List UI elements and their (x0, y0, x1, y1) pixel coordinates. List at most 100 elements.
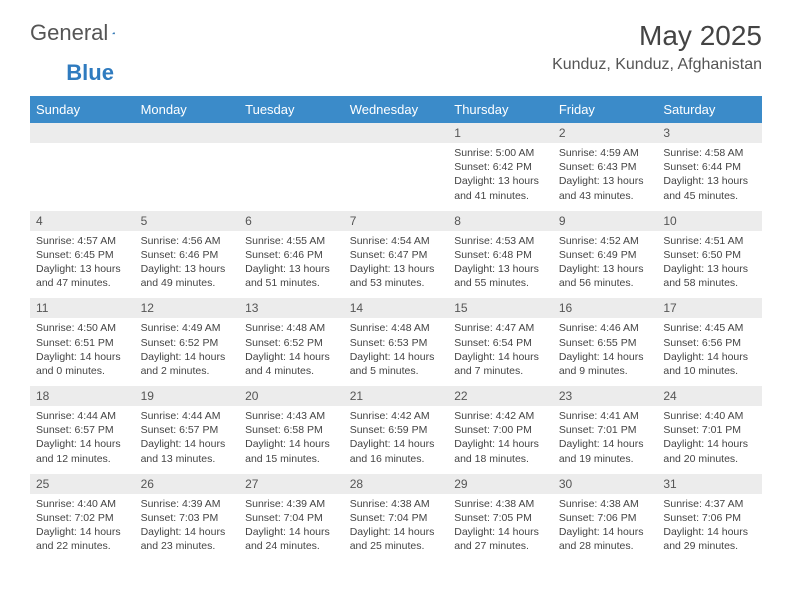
day-number-row: 25262728293031 (30, 474, 762, 494)
daylight-line: Daylight: 14 hours and 7 minutes. (454, 350, 547, 378)
day-number-cell: 23 (553, 386, 658, 406)
day-detail-cell: Sunrise: 4:59 AMSunset: 6:43 PMDaylight:… (553, 143, 658, 211)
sunset-line: Sunset: 7:06 PM (663, 511, 756, 525)
sunset-line: Sunset: 6:43 PM (559, 160, 652, 174)
day-detail-cell (344, 143, 449, 211)
daylight-line: Daylight: 14 hours and 15 minutes. (245, 437, 338, 465)
sunset-line: Sunset: 7:01 PM (559, 423, 652, 437)
day-number-cell: 1 (448, 123, 553, 143)
sunset-line: Sunset: 7:02 PM (36, 511, 129, 525)
sunset-line: Sunset: 6:54 PM (454, 336, 547, 350)
day-detail-row: Sunrise: 4:40 AMSunset: 7:02 PMDaylight:… (30, 494, 762, 562)
day-detail-cell: Sunrise: 4:45 AMSunset: 6:56 PMDaylight:… (657, 318, 762, 386)
day-number-cell: 9 (553, 211, 658, 231)
day-detail-cell: Sunrise: 4:47 AMSunset: 6:54 PMDaylight:… (448, 318, 553, 386)
sunset-line: Sunset: 6:52 PM (245, 336, 338, 350)
day-detail-cell: Sunrise: 4:51 AMSunset: 6:50 PMDaylight:… (657, 231, 762, 299)
day-detail-cell: Sunrise: 4:48 AMSunset: 6:52 PMDaylight:… (239, 318, 344, 386)
day-number-cell: 3 (657, 123, 762, 143)
sunset-line: Sunset: 7:01 PM (663, 423, 756, 437)
sunset-line: Sunset: 6:46 PM (141, 248, 234, 262)
day-number-cell: 31 (657, 474, 762, 494)
day-detail-cell: Sunrise: 4:58 AMSunset: 6:44 PMDaylight:… (657, 143, 762, 211)
weekday-header: Sunday (30, 96, 135, 123)
day-number-cell (344, 123, 449, 143)
sunset-line: Sunset: 6:56 PM (663, 336, 756, 350)
sunset-line: Sunset: 7:03 PM (141, 511, 234, 525)
sunset-line: Sunset: 7:00 PM (454, 423, 547, 437)
sunrise-line: Sunrise: 4:59 AM (559, 146, 652, 160)
daylight-line: Daylight: 14 hours and 16 minutes. (350, 437, 443, 465)
sunset-line: Sunset: 7:06 PM (559, 511, 652, 525)
daylight-line: Daylight: 14 hours and 24 minutes. (245, 525, 338, 553)
sunrise-line: Sunrise: 4:53 AM (454, 234, 547, 248)
daylight-line: Daylight: 14 hours and 5 minutes. (350, 350, 443, 378)
day-detail-cell: Sunrise: 4:42 AMSunset: 6:59 PMDaylight:… (344, 406, 449, 474)
daylight-line: Daylight: 14 hours and 2 minutes. (141, 350, 234, 378)
sunset-line: Sunset: 7:05 PM (454, 511, 547, 525)
weekday-header: Friday (553, 96, 658, 123)
daylight-line: Daylight: 14 hours and 12 minutes. (36, 437, 129, 465)
day-detail-cell: Sunrise: 4:38 AMSunset: 7:06 PMDaylight:… (553, 494, 658, 562)
day-number-row: 11121314151617 (30, 298, 762, 318)
logo-sail-icon (112, 24, 115, 42)
weekday-header: Saturday (657, 96, 762, 123)
sunrise-line: Sunrise: 4:48 AM (350, 321, 443, 335)
sunrise-line: Sunrise: 4:39 AM (141, 497, 234, 511)
sunrise-line: Sunrise: 4:50 AM (36, 321, 129, 335)
daylight-line: Daylight: 13 hours and 53 minutes. (350, 262, 443, 290)
sunrise-line: Sunrise: 4:54 AM (350, 234, 443, 248)
day-number-row: 18192021222324 (30, 386, 762, 406)
day-number-cell: 13 (239, 298, 344, 318)
day-detail-cell: Sunrise: 4:44 AMSunset: 6:57 PMDaylight:… (30, 406, 135, 474)
sunset-line: Sunset: 6:42 PM (454, 160, 547, 174)
day-detail-row: Sunrise: 5:00 AMSunset: 6:42 PMDaylight:… (30, 143, 762, 211)
sunset-line: Sunset: 6:55 PM (559, 336, 652, 350)
sunset-line: Sunset: 7:04 PM (245, 511, 338, 525)
title-block: May 2025 Kunduz, Kunduz, Afghanistan (552, 20, 762, 82)
sunset-line: Sunset: 6:58 PM (245, 423, 338, 437)
daylight-line: Daylight: 13 hours and 43 minutes. (559, 174, 652, 202)
day-number-cell (135, 123, 240, 143)
month-title: May 2025 (552, 20, 762, 52)
sunrise-line: Sunrise: 4:48 AM (245, 321, 338, 335)
day-number-cell: 19 (135, 386, 240, 406)
daylight-line: Daylight: 13 hours and 55 minutes. (454, 262, 547, 290)
daylight-line: Daylight: 13 hours and 45 minutes. (663, 174, 756, 202)
sunrise-line: Sunrise: 4:38 AM (350, 497, 443, 511)
sunset-line: Sunset: 6:57 PM (36, 423, 129, 437)
sunset-line: Sunset: 6:46 PM (245, 248, 338, 262)
daylight-line: Daylight: 14 hours and 10 minutes. (663, 350, 756, 378)
day-detail-cell: Sunrise: 4:39 AMSunset: 7:03 PMDaylight:… (135, 494, 240, 562)
day-number-cell: 25 (30, 474, 135, 494)
daylight-line: Daylight: 14 hours and 13 minutes. (141, 437, 234, 465)
sunrise-line: Sunrise: 4:38 AM (559, 497, 652, 511)
daylight-line: Daylight: 13 hours and 51 minutes. (245, 262, 338, 290)
day-detail-row: Sunrise: 4:50 AMSunset: 6:51 PMDaylight:… (30, 318, 762, 386)
day-number-cell: 14 (344, 298, 449, 318)
day-number-cell: 30 (553, 474, 658, 494)
day-number-cell (239, 123, 344, 143)
sunrise-line: Sunrise: 4:45 AM (663, 321, 756, 335)
sunrise-line: Sunrise: 4:57 AM (36, 234, 129, 248)
sunset-line: Sunset: 6:48 PM (454, 248, 547, 262)
daylight-line: Daylight: 14 hours and 25 minutes. (350, 525, 443, 553)
daylight-line: Daylight: 14 hours and 0 minutes. (36, 350, 129, 378)
day-number-cell: 17 (657, 298, 762, 318)
day-detail-cell: Sunrise: 4:44 AMSunset: 6:57 PMDaylight:… (135, 406, 240, 474)
day-detail-cell (30, 143, 135, 211)
daylight-line: Daylight: 14 hours and 22 minutes. (36, 525, 129, 553)
logo: General (30, 20, 134, 46)
sunrise-line: Sunrise: 4:52 AM (559, 234, 652, 248)
sunset-line: Sunset: 6:45 PM (36, 248, 129, 262)
day-number-row: 45678910 (30, 211, 762, 231)
weekday-header: Wednesday (344, 96, 449, 123)
day-number-cell: 12 (135, 298, 240, 318)
day-detail-cell: Sunrise: 4:37 AMSunset: 7:06 PMDaylight:… (657, 494, 762, 562)
weekday-header-row: Sunday Monday Tuesday Wednesday Thursday… (30, 96, 762, 123)
sunrise-line: Sunrise: 4:47 AM (454, 321, 547, 335)
day-detail-cell (239, 143, 344, 211)
day-number-cell: 21 (344, 386, 449, 406)
day-number-cell: 7 (344, 211, 449, 231)
sunrise-line: Sunrise: 4:55 AM (245, 234, 338, 248)
